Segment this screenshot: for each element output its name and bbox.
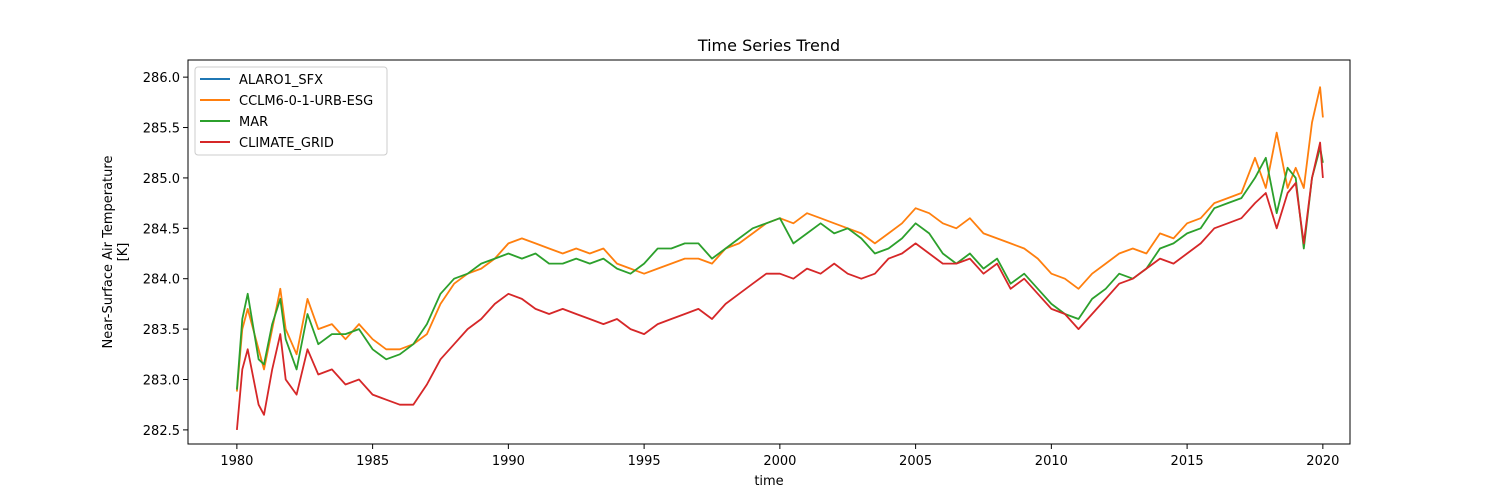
plot-frame xyxy=(187,59,1351,445)
legend-label-cclm6: CCLM6-0-1-URB-ESG xyxy=(239,94,373,109)
y-axis-label-line2: [K] xyxy=(116,243,131,262)
series-layer xyxy=(236,86,1324,430)
x-tick-label: 2000 xyxy=(763,454,796,469)
y-tick-label: 286.0 xyxy=(143,71,180,86)
legend-box xyxy=(194,66,388,156)
x-tick-label: 1995 xyxy=(628,454,661,469)
x-tick-label: 1985 xyxy=(356,454,389,469)
y-tick-label: 283.0 xyxy=(143,373,180,388)
legend-label-climate-grid: CLIMATE_GRID xyxy=(239,136,334,151)
y-tick-label: 284.5 xyxy=(143,222,180,237)
x-tick-label: 2010 xyxy=(1035,454,1068,469)
legend-label-alaro1-sfx: ALARO1_SFX xyxy=(239,73,323,88)
x-tick-label: 1980 xyxy=(220,454,253,469)
y-tick-label: 283.5 xyxy=(143,323,180,338)
series-line-cclm6-0-1-urb-esg xyxy=(236,86,1324,392)
series-line-mar xyxy=(236,146,1324,390)
legend: ALARO1_SFX CCLM6-0-1-URB-ESG MAR CLIMATE… xyxy=(194,66,388,156)
y-axis-label: Near-Surface Air Temperature [K] xyxy=(101,156,131,349)
y-axis-label-line1: Near-Surface Air Temperature xyxy=(101,156,116,349)
x-tick-label: 2020 xyxy=(1306,454,1339,469)
y-tick-label: 285.0 xyxy=(143,172,180,187)
y-tick-label: 285.5 xyxy=(143,122,180,137)
x-axis-label: time xyxy=(754,474,783,489)
x-tick-label: 1990 xyxy=(492,454,525,469)
y-tick-label: 284.0 xyxy=(143,273,180,288)
series-line-climate-grid xyxy=(236,141,1324,430)
x-axis: 1980 1985 1990 1995 2000 2005 2010 2015 2020 xyxy=(220,444,1339,469)
y-axis: 282.5 283.0 283.5 284.0 284.5 285.0 285.5 286.0 xyxy=(143,71,188,439)
legend-label-mar: MAR xyxy=(239,115,268,130)
chart-title: Time Series Trend xyxy=(697,36,840,55)
x-tick-label: 2015 xyxy=(1171,454,1204,469)
x-tick-label: 2005 xyxy=(899,454,932,469)
y-tick-label: 282.5 xyxy=(143,424,180,439)
